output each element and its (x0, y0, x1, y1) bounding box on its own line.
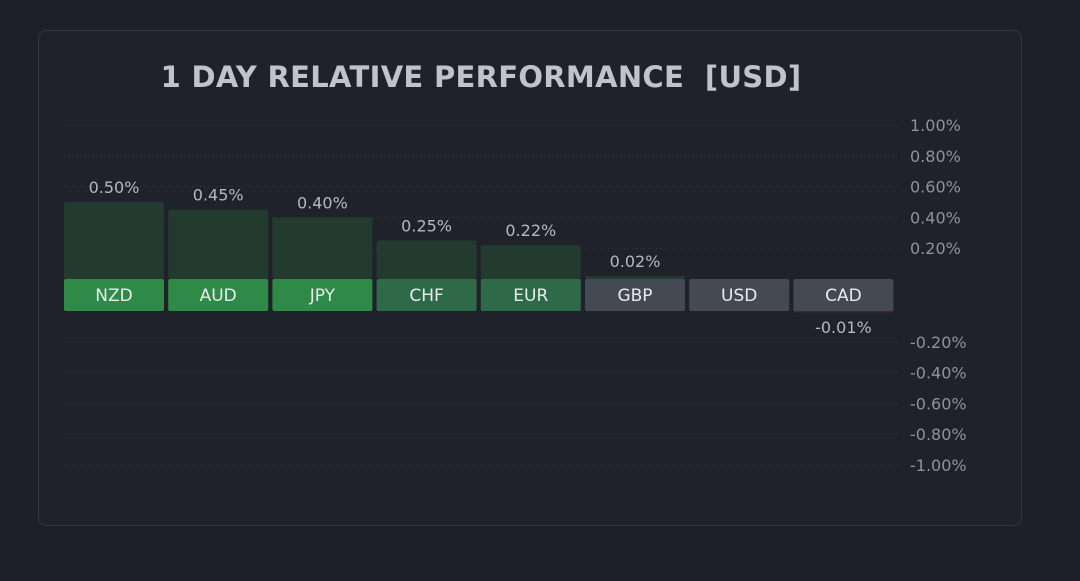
chart-title: 1 DAY RELATIVE PERFORMANCE [USD] (160, 60, 802, 94)
y-tick-label-8: -0.80% (910, 425, 967, 444)
category-label-eur: EUR (513, 286, 548, 306)
value-label-nzd: 0.50% (89, 178, 140, 197)
category-label-gbp: GBP (617, 286, 652, 306)
value-label-gbp: 0.02% (610, 252, 661, 271)
value-label-chf: 0.25% (401, 217, 452, 236)
value-label-aud: 0.45% (193, 186, 244, 205)
category-box-aud (168, 279, 269, 311)
y-tick-label-6: -0.40% (910, 364, 967, 383)
category-box-gbp (585, 279, 685, 311)
y-tick-label-3: 0.40% (910, 208, 961, 227)
value-label-cad: -0.01% (815, 318, 872, 337)
y-tick-label-9: -1.00% (910, 456, 967, 475)
y-tick-label-5: -0.20% (910, 333, 967, 352)
y-tick-label-2: 0.60% (910, 178, 961, 197)
bar-aud (168, 209, 269, 279)
bar-eur (480, 245, 581, 279)
category-label-cad: CAD (825, 286, 862, 306)
value-label-jpy: 0.40% (297, 193, 348, 212)
y-tick-label-4: 0.20% (910, 239, 961, 258)
y-tick-label-0: 1.00% (910, 116, 961, 135)
value-label-eur: 0.22% (505, 221, 556, 240)
category-label-nzd: NZD (95, 286, 132, 306)
y-tick-label-7: -0.60% (910, 394, 967, 413)
category-label-aud: AUD (200, 286, 237, 306)
category-label-chf: CHF (409, 286, 443, 306)
category-box-jpy (272, 279, 373, 311)
bar-jpy (272, 217, 373, 279)
bar-cad (793, 311, 894, 313)
category-label-jpy: JPY (309, 286, 336, 306)
category-box-usd (689, 279, 790, 311)
bar-nzd (64, 202, 164, 279)
category-label-usd: USD (721, 286, 757, 306)
category-box-nzd (64, 279, 164, 311)
category-box-chf (376, 279, 477, 311)
category-box-eur (480, 279, 581, 311)
bar-chf (376, 240, 477, 279)
bar-gbp (585, 275, 685, 279)
category-box-cad (793, 279, 894, 311)
y-tick-label-1: 0.80% (910, 147, 961, 166)
